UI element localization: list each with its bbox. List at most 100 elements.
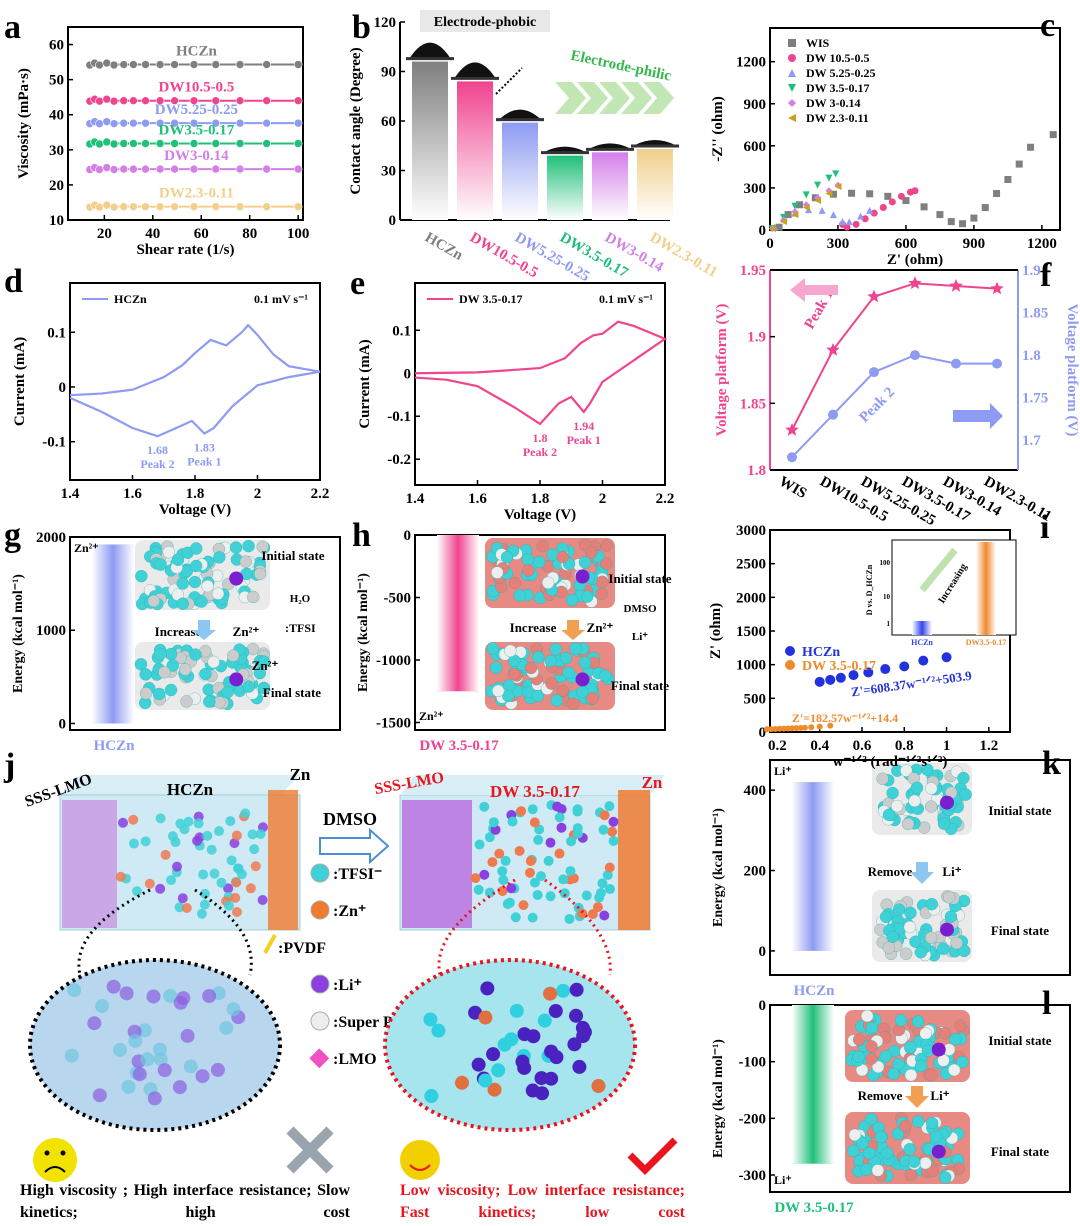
particle bbox=[554, 812, 565, 823]
particle bbox=[155, 883, 166, 894]
atom bbox=[908, 1155, 921, 1168]
particle bbox=[174, 902, 185, 913]
legend-label: DW 3.5-0.17 bbox=[802, 659, 876, 674]
cell-top bbox=[60, 775, 300, 795]
particle bbox=[602, 869, 613, 880]
data-point bbox=[880, 664, 891, 675]
data-point bbox=[768, 726, 775, 733]
data-point bbox=[262, 118, 271, 128]
bar-fade bbox=[412, 61, 448, 220]
atom bbox=[158, 666, 171, 679]
data-point bbox=[828, 409, 838, 420]
ion bbox=[229, 672, 244, 687]
ion bbox=[940, 922, 954, 937]
zinc-anode bbox=[268, 790, 298, 930]
data-point bbox=[1015, 160, 1023, 168]
droplet-icon bbox=[500, 109, 540, 119]
bar-fade bbox=[547, 155, 583, 220]
particle bbox=[473, 884, 484, 895]
data-point bbox=[936, 211, 944, 219]
data-point bbox=[95, 139, 104, 149]
x-axis-label: Voltage (V) bbox=[159, 502, 231, 518]
particle bbox=[431, 1023, 446, 1038]
atom bbox=[937, 942, 950, 955]
atom bbox=[504, 644, 517, 657]
droplet-icon bbox=[545, 146, 585, 152]
data-point bbox=[109, 139, 119, 149]
atom bbox=[904, 1068, 918, 1082]
atom bbox=[894, 1014, 908, 1027]
particle bbox=[548, 1003, 563, 1018]
data-point bbox=[888, 198, 896, 206]
y-tick-label: 30 bbox=[49, 143, 64, 159]
y-tick-label: 1.95 bbox=[740, 263, 766, 279]
molecular-snapshot bbox=[485, 642, 615, 710]
data-point bbox=[832, 170, 840, 178]
legend-label: :Zn⁺ bbox=[333, 903, 366, 920]
data-point bbox=[293, 60, 303, 69]
atom bbox=[926, 1164, 940, 1178]
particle bbox=[219, 1020, 234, 1035]
panel-letter: c bbox=[1040, 7, 1055, 44]
atom bbox=[164, 647, 178, 661]
atom bbox=[545, 677, 558, 690]
data-point bbox=[141, 96, 150, 105]
data-point bbox=[834, 183, 842, 191]
annotation: Initial state bbox=[608, 571, 671, 586]
data-point bbox=[95, 202, 104, 212]
particle bbox=[257, 895, 268, 906]
x-tick-label: 100 bbox=[287, 226, 310, 242]
y-tick-label: -0.1 bbox=[387, 409, 411, 425]
annotation: Final state bbox=[611, 678, 669, 693]
star-marker bbox=[867, 289, 881, 303]
particle bbox=[64, 1048, 79, 1063]
atom bbox=[904, 1168, 918, 1182]
peak-label: Peak 1 bbox=[187, 454, 221, 468]
atom bbox=[600, 539, 613, 552]
y-tick-label: 1500 bbox=[736, 624, 766, 640]
particle bbox=[132, 1067, 147, 1082]
a-plot-frame bbox=[67, 26, 304, 221]
legend-marker bbox=[788, 99, 796, 107]
zoom-line bbox=[437, 878, 516, 976]
atom bbox=[179, 663, 192, 676]
y-axis-label: Voltage platform (V) bbox=[714, 304, 730, 437]
panel-letter: h bbox=[352, 517, 371, 554]
series-label: DW10.5-0.5 bbox=[158, 80, 234, 96]
data-point bbox=[897, 192, 905, 200]
particle bbox=[572, 806, 583, 817]
x-category-label: HCZn bbox=[94, 738, 136, 754]
x-tick-label: 60 bbox=[194, 226, 209, 242]
data-point bbox=[791, 202, 799, 210]
y-tick-label: -1000 bbox=[376, 653, 411, 669]
data-point bbox=[141, 60, 150, 69]
atom bbox=[213, 551, 226, 564]
data-point bbox=[918, 655, 929, 666]
particle bbox=[507, 816, 518, 827]
atom bbox=[950, 936, 963, 950]
data-point bbox=[293, 164, 303, 174]
atom bbox=[910, 781, 924, 794]
legend-label: :Super P bbox=[333, 1014, 393, 1031]
data-point bbox=[170, 164, 179, 174]
data-point bbox=[95, 60, 104, 70]
atom bbox=[943, 891, 956, 904]
data-point bbox=[784, 725, 791, 732]
zoom-line bbox=[544, 878, 612, 976]
y-tick-label: 1200 bbox=[736, 55, 766, 71]
legend-marker bbox=[785, 646, 795, 656]
increasing-arrow bbox=[919, 547, 958, 593]
atom bbox=[914, 1059, 928, 1073]
peak-label: Peak 2 bbox=[523, 445, 557, 459]
annotation: Zn²⁺ bbox=[252, 658, 279, 673]
molecular-snapshot bbox=[845, 1009, 970, 1082]
electrolyte-label: HCZn bbox=[167, 780, 214, 799]
panel-letter: b bbox=[352, 9, 371, 46]
y-axis-label: Viscosity (mPa·s) bbox=[16, 68, 32, 179]
particle bbox=[113, 1042, 128, 1057]
particle bbox=[599, 910, 610, 921]
atom bbox=[533, 555, 546, 569]
ion bbox=[931, 1042, 946, 1057]
particle bbox=[491, 1063, 506, 1078]
